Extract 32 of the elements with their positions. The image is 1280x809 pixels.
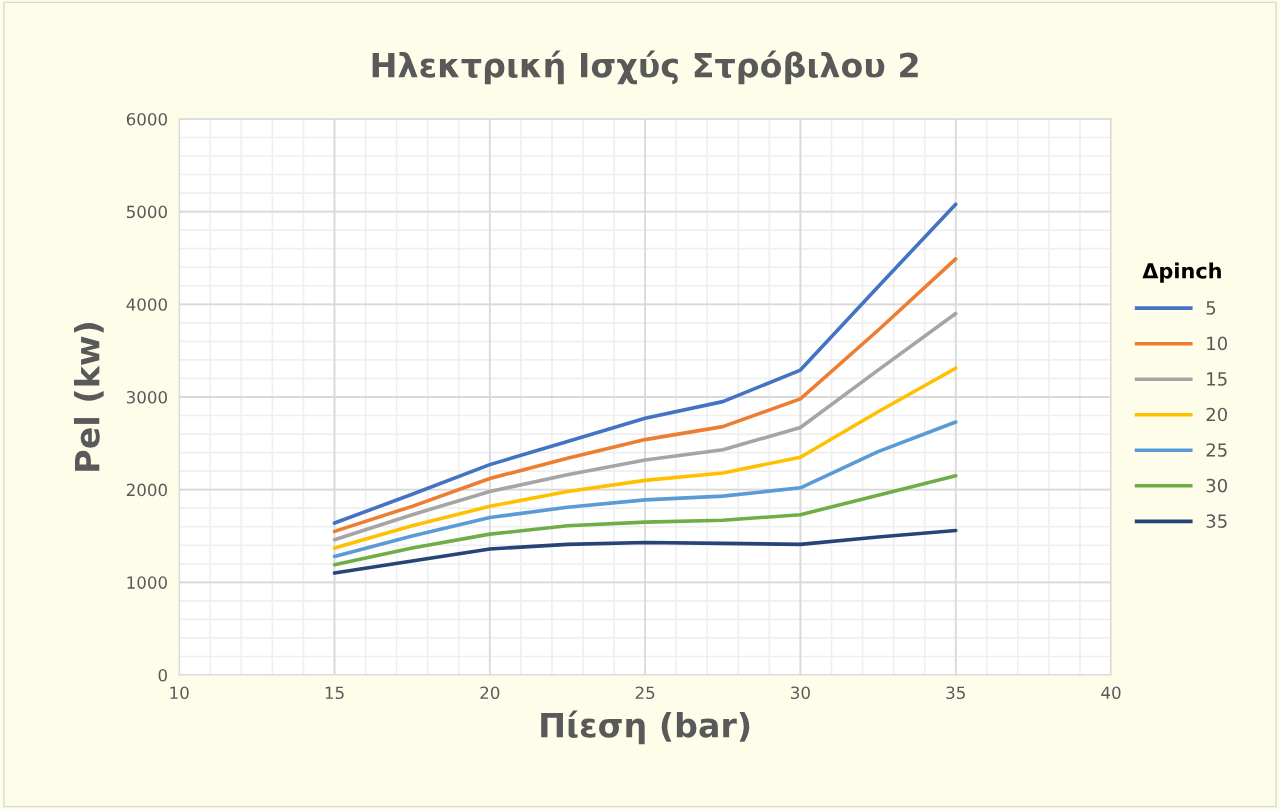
x-tick-label: 10 <box>170 686 189 700</box>
x-tick-label: 30 <box>791 686 810 700</box>
legend-label: 30 <box>1206 478 1227 493</box>
line-series <box>332 420 958 559</box>
y-tick-label: 5000 <box>126 205 167 219</box>
x-tick-label: 40 <box>1101 686 1121 700</box>
y-tick-label: 1000 <box>127 576 167 589</box>
legend-label: 20 <box>1206 407 1227 422</box>
x-axis-title: Πίεση (bar) <box>541 710 750 745</box>
legend-label: 5 <box>1206 301 1216 315</box>
y-tick-label: 3000 <box>126 390 167 404</box>
x-tick-label: 20 <box>480 686 500 700</box>
y-tick-label: 6000 <box>126 112 167 126</box>
line-series <box>332 311 958 542</box>
legend-label: 10 <box>1207 336 1227 351</box>
chart-title: Ηλεκτρική Ισχύς Στρόβιλου 2 <box>372 50 918 85</box>
y-tick-label: 2000 <box>126 483 167 497</box>
x-tick-label: 35 <box>946 686 965 700</box>
line-series <box>332 202 958 525</box>
y-axis-title: Pel (kw) <box>73 323 104 471</box>
legend-label: 15 <box>1207 372 1227 386</box>
line-series <box>332 257 958 534</box>
x-tick-label: 25 <box>635 686 655 700</box>
line-series <box>332 366 958 550</box>
line-series <box>332 473 958 567</box>
y-tick-label: 0 <box>158 668 167 682</box>
line-series <box>332 528 958 575</box>
legend-label: 25 <box>1206 443 1227 457</box>
y-tick-label: 4000 <box>126 298 167 311</box>
x-tick-label: 15 <box>325 686 344 700</box>
legend-title: Δpinch <box>1142 262 1221 283</box>
legend-label: 35 <box>1206 514 1227 528</box>
